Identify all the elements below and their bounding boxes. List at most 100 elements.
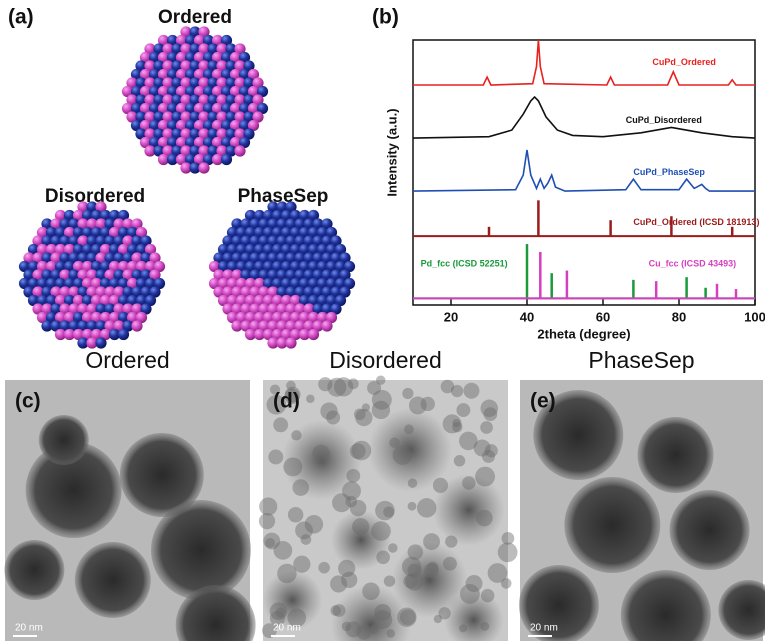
- panel-label: (b): [372, 6, 399, 29]
- grain: [273, 417, 288, 432]
- image-title: Ordered: [85, 347, 169, 373]
- grain: [334, 377, 353, 396]
- grain: [462, 476, 475, 489]
- grain: [333, 604, 346, 617]
- grain: [384, 575, 395, 586]
- grain: [475, 467, 495, 487]
- grain: [498, 542, 518, 562]
- particle: [4, 540, 64, 600]
- grain: [408, 502, 417, 511]
- grain: [482, 450, 495, 463]
- grain: [484, 407, 498, 421]
- particle: [75, 542, 151, 618]
- grain: [445, 535, 457, 547]
- grain: [265, 538, 275, 548]
- grain: [295, 521, 313, 539]
- x-tick-label: 60: [596, 309, 610, 324]
- grain: [454, 455, 465, 466]
- panel-label: (c): [15, 390, 41, 413]
- grain: [400, 609, 416, 625]
- grain: [372, 401, 390, 419]
- particle: [39, 415, 89, 465]
- grain: [376, 550, 390, 564]
- grain: [373, 610, 392, 629]
- image-title: PhaseSep: [588, 347, 694, 373]
- grain: [283, 457, 302, 476]
- grain: [371, 521, 391, 541]
- grain: [404, 424, 414, 434]
- atom: [131, 320, 142, 331]
- grain: [480, 421, 493, 434]
- grain: [451, 385, 463, 397]
- atom: [234, 145, 245, 156]
- grain: [402, 557, 422, 577]
- grain: [423, 533, 440, 550]
- x-axis-label: 2theta (degree): [537, 326, 630, 341]
- grain: [443, 557, 457, 571]
- scale-label: 20 nm: [15, 623, 43, 634]
- panel-label: (d): [273, 390, 300, 413]
- atom: [321, 320, 332, 331]
- grain: [393, 445, 413, 465]
- x-tick-label: 80: [672, 309, 686, 324]
- particle: [670, 490, 750, 570]
- xrd-trace: [413, 97, 755, 138]
- grain: [276, 608, 286, 618]
- grain: [352, 441, 372, 461]
- grain: [354, 408, 366, 420]
- grain: [346, 469, 360, 483]
- y-axis-label: Intensity (a.u.): [384, 108, 399, 196]
- grain: [383, 506, 394, 517]
- xrd-chart: 20 40 60 80 100 2theta (degree) Intensity (a.u…: [384, 40, 765, 341]
- grain: [288, 507, 303, 522]
- grain: [408, 478, 418, 488]
- tem-image: [259, 375, 518, 641]
- particle: [638, 417, 714, 493]
- grain: [386, 629, 395, 638]
- series-label: Pd_fcc (ICSD 52251): [421, 258, 508, 268]
- tem-image: [4, 380, 255, 641]
- grain: [502, 532, 515, 545]
- grain: [332, 493, 351, 512]
- series-label: CuPd_PhaseSep: [633, 167, 705, 177]
- particle: [151, 500, 251, 600]
- grain: [476, 510, 493, 527]
- grain: [259, 513, 275, 529]
- particle: [564, 477, 660, 573]
- atom: [198, 162, 209, 173]
- scale-label: 20 nm: [273, 623, 301, 634]
- grain: [402, 388, 413, 399]
- grain: [417, 498, 436, 517]
- grain: [292, 479, 309, 496]
- grain: [466, 575, 483, 592]
- grain: [427, 562, 438, 573]
- grain: [341, 572, 357, 588]
- grain: [480, 622, 489, 631]
- grain: [463, 383, 479, 399]
- grain: [459, 624, 467, 632]
- grain: [388, 543, 398, 553]
- panel-label: (e): [530, 390, 556, 413]
- grain: [318, 562, 330, 574]
- tem-images: [4, 375, 765, 641]
- grain: [312, 445, 330, 463]
- series-label: Cu_fcc (ICSD 43493): [649, 258, 737, 268]
- grain: [434, 615, 442, 623]
- series-label: CuPd_Disordered: [626, 115, 702, 125]
- atom: [221, 154, 232, 165]
- image-title: Disordered: [329, 347, 442, 373]
- tem-image: [519, 380, 765, 641]
- x-tick-label: 100: [744, 309, 765, 324]
- grain: [481, 589, 494, 602]
- scale-label: 20 nm: [530, 623, 558, 634]
- x-tick-label: 20: [444, 309, 458, 324]
- x-tick-label: 40: [520, 309, 534, 324]
- grain: [318, 377, 332, 391]
- grain: [488, 563, 508, 583]
- atom: [118, 329, 129, 340]
- grain: [268, 450, 283, 465]
- model-label: Ordered: [158, 7, 232, 28]
- series-label: CuPd_Ordered (ICSD 181913): [633, 217, 759, 227]
- grain: [326, 411, 340, 425]
- grain: [352, 518, 369, 535]
